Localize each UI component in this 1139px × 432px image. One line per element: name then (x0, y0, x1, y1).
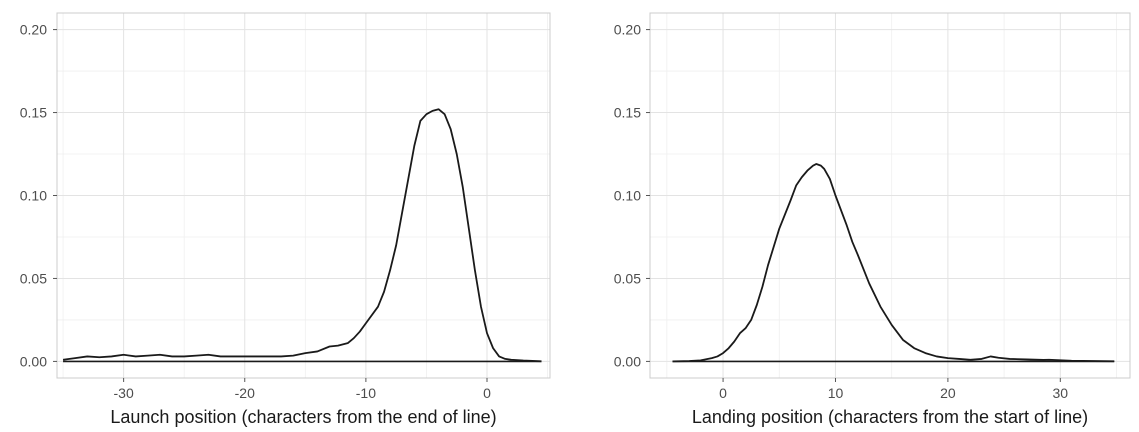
x-tick-label: -10 (356, 385, 376, 401)
y-tick-label: 0.20 (614, 22, 641, 38)
density-curve (62, 108, 542, 363)
chart-panel-1: 0.00 0.05 0.10 0.15 0.20 -30 -20 -10 0 Launch pos… (20, 12, 551, 427)
density-curve (672, 163, 1115, 363)
y-tick-label: 0.05 (20, 270, 47, 286)
x-tick-label: 10 (828, 385, 844, 401)
x-tick-label: 30 (1053, 385, 1069, 401)
x-axis-title: Launch position (characters from the end… (110, 407, 496, 427)
y-tick-label: 0.15 (20, 105, 47, 121)
x-tick-label: 20 (940, 385, 956, 401)
x-tick-label: 0 (483, 385, 491, 401)
y-tick-label: 0.15 (614, 105, 641, 121)
x-tick-label: -20 (235, 385, 255, 401)
y-tick-label: 0.10 (20, 188, 47, 204)
y-tick-label: 0.00 (20, 353, 47, 369)
x-tick-label: 0 (719, 385, 727, 401)
y-tick-label: 0.10 (614, 188, 641, 204)
chart-panel-2: 0.00 0.05 0.10 0.15 0.20 0 10 20 30 Landing posit… (614, 12, 1131, 427)
x-axis-title: Landing position (characters from the st… (692, 407, 1088, 427)
y-tick-label: 0.00 (614, 353, 641, 369)
y-tick-label: 0.20 (20, 22, 47, 38)
y-tick-label: 0.05 (614, 270, 641, 286)
x-tick-label: -30 (114, 385, 134, 401)
